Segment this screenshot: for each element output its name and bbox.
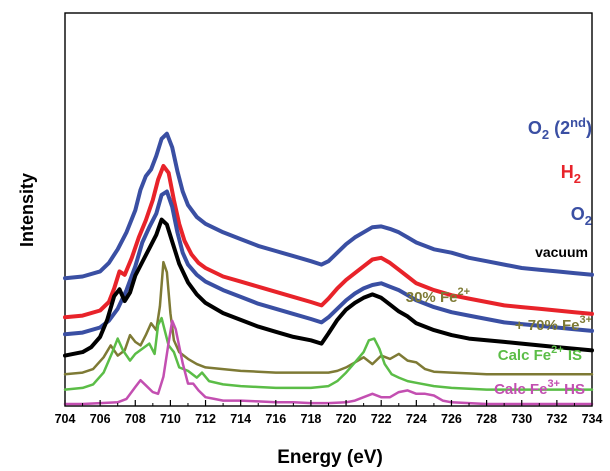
x-tick-label-720: 720 (336, 412, 357, 426)
series-label-4: 30% Fe2+ (406, 286, 470, 306)
x-tick-label-734: 734 (582, 412, 603, 426)
series-label-layer: O2 (2nd)H2O2vacuum30% Fe2++ 70% Fe3+Calc… (406, 115, 592, 398)
series-label-3: vacuum (535, 244, 588, 260)
y-axis-title: Intensity (17, 173, 37, 247)
series-label-1-part: 2 (574, 171, 581, 186)
series-label-0-part: nd (570, 115, 586, 130)
series-label-0-part: ) (586, 118, 592, 138)
series-label-0-part: 2 (542, 127, 549, 142)
series-label-0-part: O (528, 118, 542, 138)
x-tick-label-712: 712 (195, 412, 216, 426)
series-label-5: Calc Fe2+ IS (498, 344, 582, 364)
series-label-2-part: O (571, 204, 585, 224)
series-label-3-part: vacuum (535, 244, 588, 260)
x-tick-label-716: 716 (265, 412, 286, 426)
x-tick-label-726: 726 (441, 412, 462, 426)
x-tick-label-704: 704 (55, 412, 76, 426)
x-tick-label-708: 708 (125, 412, 146, 426)
series-label-2: O2 (571, 204, 592, 228)
x-tick-label-724: 724 (406, 412, 427, 426)
series-label-6-part: Calc Fe (494, 381, 547, 398)
series-label-2-part: 2 (585, 213, 592, 228)
series-label-4-line2-part: + 70% Fe (515, 317, 580, 334)
x-axis-title: Energy (eV) (277, 447, 383, 468)
x-tick-label-730: 730 (511, 412, 532, 426)
series-label-5-part: IS (564, 347, 582, 364)
series-label-5-part: 2+ (551, 344, 564, 356)
series-label-4-part: 30% Fe (406, 289, 458, 306)
x-tick-label-728: 728 (476, 412, 497, 426)
x-tick-label-722: 722 (371, 412, 392, 426)
series-label-0-part: (2 (549, 118, 570, 138)
x-tick-label-714: 714 (230, 412, 251, 426)
series-label-6-part: 3+ (547, 378, 560, 390)
x-tick-label-710: 710 (160, 412, 181, 426)
series-label-1-part: H (561, 162, 574, 182)
series-label-0: O2 (2nd) (528, 115, 592, 142)
series-label-4-part: 2+ (457, 286, 470, 298)
series-label-4-line2-part: 3+ (579, 314, 592, 326)
series-label-5-part: Calc Fe (498, 347, 551, 364)
x-tick-label-718: 718 (301, 412, 322, 426)
x-tick-label-732: 732 (546, 412, 567, 426)
series-label-6: Calc Fe3+ HS (494, 378, 585, 398)
series-label-6-part: HS (560, 381, 585, 398)
series-label-1: H2 (561, 162, 581, 186)
x-tick-label-706: 706 (90, 412, 111, 426)
